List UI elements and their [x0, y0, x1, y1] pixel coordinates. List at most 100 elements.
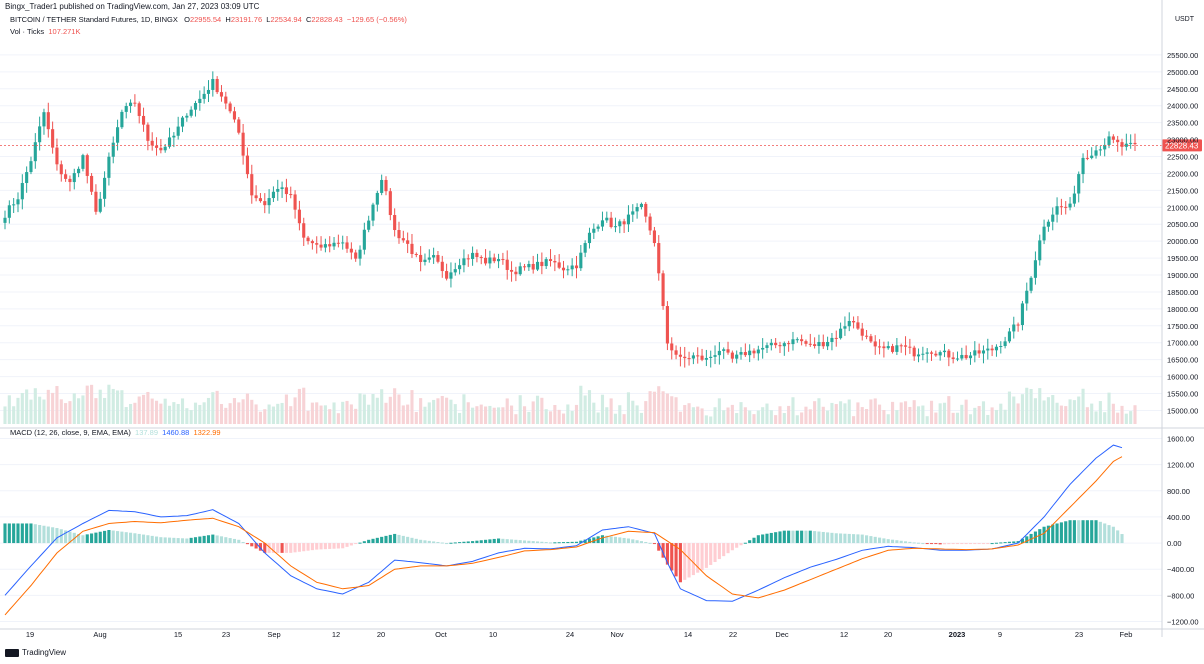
macd-hist-bar [787, 530, 791, 544]
macd-hist-bar [284, 543, 288, 553]
macd-hist-bar [778, 531, 782, 544]
candle-body [761, 347, 765, 350]
volume-bar [791, 397, 795, 424]
macd-hist-bar [310, 543, 314, 551]
volume-bar [1033, 398, 1037, 424]
volume-bar [739, 402, 743, 424]
macd-hist-bar [1012, 541, 1016, 544]
candle-body [869, 336, 873, 342]
candle-body [46, 112, 50, 130]
candle-body [639, 203, 643, 208]
price-tick-label: 22500.00 [1167, 153, 1198, 162]
candles[interactable] [3, 71, 1137, 368]
time-tick-label: 24 [566, 630, 574, 639]
volume-bar [46, 389, 50, 424]
macd-hist-bar [384, 535, 388, 544]
volume-bar [981, 401, 986, 424]
macd-hist-bar [553, 542, 557, 544]
macd-hist-bar [1094, 520, 1098, 544]
macd-hist-bar [180, 538, 185, 544]
volume-bar [180, 398, 185, 424]
candle-body [605, 217, 609, 221]
candle-body [1003, 341, 1007, 347]
macd-hist-bar [64, 530, 68, 544]
candle-body [765, 345, 769, 348]
volume-bar [427, 402, 431, 424]
candle-body [263, 201, 267, 206]
candle-body [960, 354, 964, 359]
macd-hist-bar [141, 534, 146, 544]
macd-hist-bar [505, 539, 509, 544]
volume-bar [1129, 411, 1133, 424]
candle-body [1111, 136, 1115, 140]
volume-bar [111, 388, 115, 424]
volume-bar [289, 406, 293, 424]
macd-hist-bar [791, 530, 795, 544]
price-tick-label: 15500.00 [1167, 390, 1198, 399]
volume-bar [700, 408, 704, 424]
candle-body [994, 346, 999, 351]
macd-hist-bar [393, 533, 397, 544]
price-tick-label: 19500.00 [1167, 254, 1198, 263]
candle-body [159, 147, 163, 151]
macd-hist-bar [635, 540, 639, 544]
volume-bar [124, 407, 128, 424]
macd-hist-bar [865, 535, 869, 544]
volume-bar [778, 406, 782, 424]
volume-bar [1055, 402, 1059, 424]
time-tick-label: Oct [435, 630, 448, 639]
macd-hist-bar [817, 531, 821, 544]
volume-bar [999, 403, 1003, 424]
volume-bar [241, 399, 245, 424]
candle-body [990, 348, 994, 351]
volume-bar [1107, 392, 1111, 424]
volume-bar [514, 414, 518, 424]
candle-body [899, 345, 903, 347]
macd-hist-bar [847, 533, 851, 544]
volume-bar [16, 397, 20, 424]
macd-tick-label: 400.00 [1167, 513, 1190, 522]
macd-hist-bar [198, 536, 202, 544]
candle-body [150, 140, 154, 146]
volume-bar [916, 406, 921, 424]
volume-bar [583, 395, 587, 424]
candle-body [163, 146, 167, 151]
candle-body [293, 194, 297, 210]
volume-bar [42, 399, 46, 424]
candle-body [224, 96, 228, 104]
macd-hist-bar [471, 541, 475, 544]
volume-bar [722, 410, 726, 424]
volume-bar [1103, 412, 1107, 424]
macd-hist-bar [583, 539, 587, 544]
price-tick-label: 25000.00 [1167, 68, 1198, 77]
candle-body [752, 350, 756, 354]
volume-bar [730, 404, 734, 424]
candle-body [509, 269, 514, 272]
macd-label[interactable]: MACD (12, 26, close, 9, EMA, EMA) [10, 428, 131, 437]
candle-body [141, 115, 146, 125]
macd-hist-bar [605, 535, 609, 544]
volume-bar [55, 386, 59, 424]
macd-hist-bar [1085, 520, 1089, 544]
candle-body [471, 252, 475, 259]
volume-bar [98, 389, 102, 424]
macd-tick-label: 1600.00 [1167, 435, 1194, 444]
footer-brand[interactable]: TradingView [22, 648, 67, 657]
volume-bar [929, 400, 934, 424]
volume-label[interactable]: Vol · Ticks [10, 27, 45, 36]
volume-bar [882, 409, 886, 424]
macd-hist-bar [951, 543, 955, 545]
candle-body [245, 155, 250, 175]
symbol-title[interactable]: BITCOIN / TETHER Standard Futures, 1D, B… [10, 15, 178, 24]
macd-hist-bar [241, 541, 245, 544]
time-tick-label: 12 [332, 630, 340, 639]
volume-bar [397, 394, 401, 424]
macd-hist-bar [85, 534, 89, 544]
volume-bar [1051, 395, 1055, 424]
volume-bar [756, 410, 760, 424]
candle-body [1116, 139, 1120, 143]
macd-hist-bar [735, 543, 739, 548]
volume-bar [1042, 400, 1046, 424]
candle-body [878, 346, 882, 348]
